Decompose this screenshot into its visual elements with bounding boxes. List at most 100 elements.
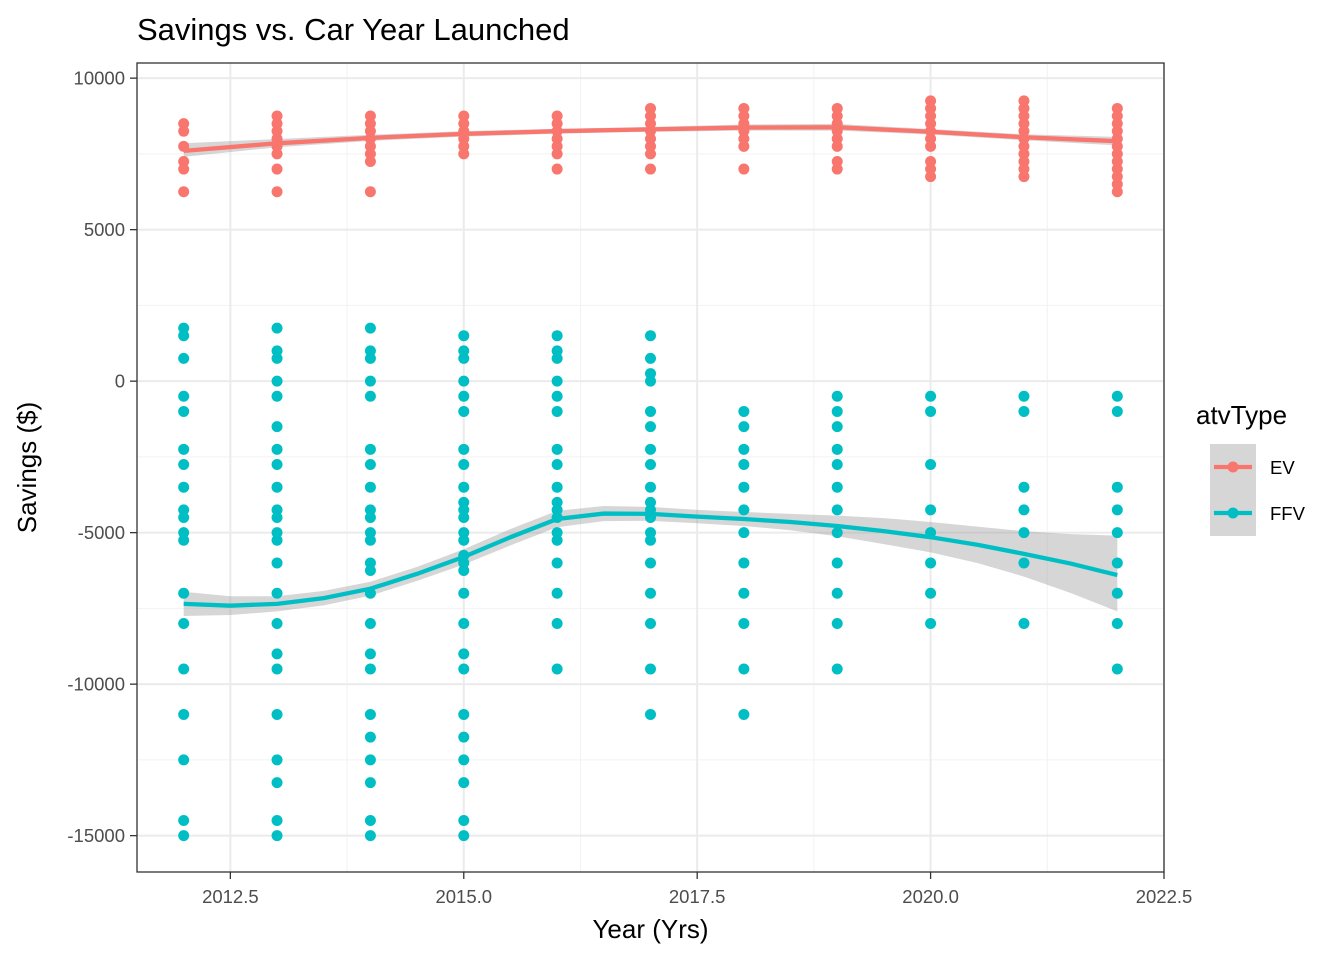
data-point-ffv	[458, 443, 470, 455]
data-point-ffv	[364, 534, 376, 546]
data-point-ffv	[1018, 390, 1030, 402]
data-point-ffv	[738, 527, 750, 539]
data-point-ev	[925, 155, 937, 167]
data-point-ffv	[458, 565, 470, 577]
data-point-ffv	[925, 504, 937, 516]
data-point-ffv	[645, 557, 656, 569]
data-point-ffv	[271, 777, 283, 789]
y-tick-label: -10000	[67, 674, 125, 695]
data-point-ffv	[925, 618, 937, 630]
data-point-ffv	[178, 663, 190, 675]
data-point-ev	[271, 125, 283, 137]
data-point-ffv	[738, 421, 750, 433]
data-point-ffv	[925, 587, 937, 599]
data-point-ffv	[458, 527, 470, 539]
data-point-ev	[925, 102, 937, 114]
data-point-ffv	[178, 708, 190, 720]
data-point-ffv	[364, 663, 376, 675]
data-point-ffv	[738, 557, 750, 569]
smooth-line-ev	[183, 125, 1118, 154]
data-point-ffv	[364, 754, 376, 766]
data-point-ffv	[458, 496, 470, 508]
data-point-ffv	[1111, 557, 1123, 569]
plot-border	[136, 62, 1165, 873]
data-point-ffv	[178, 830, 190, 842]
legend: atvType EV FFV	[1196, 400, 1306, 536]
data-point-ffv	[178, 405, 190, 417]
data-point-ev	[645, 133, 656, 145]
data-point-ev	[831, 155, 843, 167]
data-point-ffv	[271, 421, 283, 433]
data-point-ffv	[831, 587, 843, 599]
confidence-band-ffv	[183, 505, 1118, 616]
data-point-ev	[1018, 155, 1030, 167]
data-point-ev	[364, 110, 376, 122]
data-point-ev	[1111, 140, 1123, 152]
data-point-ev	[831, 163, 843, 175]
data-point-ffv	[364, 557, 376, 569]
data-point-ffv	[458, 754, 470, 766]
data-point-ffv	[551, 481, 563, 493]
data-point-ffv	[178, 587, 190, 599]
legend-label-ev: EV	[1270, 457, 1295, 478]
data-point-ffv	[458, 390, 470, 402]
data-point-ev	[178, 155, 190, 167]
data-point-ffv	[738, 443, 750, 455]
legend-dot-ffv	[1227, 507, 1239, 519]
grid-minor	[137, 63, 1164, 872]
smooth-lines	[183, 125, 1118, 608]
data-point-ffv	[458, 814, 470, 826]
data-point-ev	[364, 186, 376, 198]
data-point-ffv	[1018, 527, 1030, 539]
data-point-ev	[738, 102, 750, 114]
data-point-ffv	[271, 390, 283, 402]
smooth-line-ffv	[183, 511, 1118, 608]
data-point-ffv	[551, 496, 563, 508]
data-point-ffv	[831, 390, 843, 402]
data-point-ffv	[551, 330, 563, 342]
data-point-ev	[831, 110, 843, 122]
data-point-ev	[1018, 171, 1030, 183]
x-axis-label: Year (Yrs)	[592, 914, 708, 944]
data-point-ffv	[364, 565, 376, 577]
data-point-ev	[645, 148, 656, 160]
data-point-ev	[551, 163, 563, 175]
data-point-ffv	[1018, 618, 1030, 630]
data-point-ffv	[364, 511, 376, 523]
data-point-ev	[645, 102, 656, 114]
data-point-ffv	[1111, 527, 1123, 539]
data-point-ffv	[458, 504, 470, 516]
data-point-ffv	[551, 405, 563, 417]
x-tick-label: 2022.5	[1136, 886, 1193, 907]
data-point-ffv	[831, 527, 843, 539]
legend-dot-ev	[1227, 461, 1239, 473]
data-point-ffv	[551, 618, 563, 630]
data-point-ev	[551, 140, 563, 152]
data-point-ev	[831, 102, 843, 114]
data-point-ffv	[645, 458, 656, 470]
data-point-ffv	[458, 708, 470, 720]
data-point-ev	[364, 148, 376, 160]
data-point-ffv	[271, 322, 283, 334]
y-tick-label: 0	[115, 371, 125, 392]
data-point-ffv	[271, 481, 283, 493]
data-point-ffv	[364, 390, 376, 402]
data-point-ffv	[1018, 557, 1030, 569]
data-point-ffv	[271, 814, 283, 826]
legend-title: atvType	[1196, 400, 1287, 430]
y-tick-label: -5000	[78, 522, 125, 543]
data-point-ffv	[831, 421, 843, 433]
data-point-ev	[645, 118, 656, 130]
data-point-ffv	[551, 443, 563, 455]
data-point-ev	[645, 140, 656, 152]
data-point-ffv	[1111, 618, 1123, 630]
data-point-ffv	[551, 663, 563, 675]
data-point-ffv	[1111, 481, 1123, 493]
data-point-ffv	[645, 663, 656, 675]
data-point-ev	[925, 95, 937, 107]
data-point-ffv	[178, 443, 190, 455]
data-point-ffv	[178, 390, 190, 402]
data-point-ffv	[458, 663, 470, 675]
data-point-ffv	[645, 481, 656, 493]
data-point-ffv	[271, 504, 283, 516]
